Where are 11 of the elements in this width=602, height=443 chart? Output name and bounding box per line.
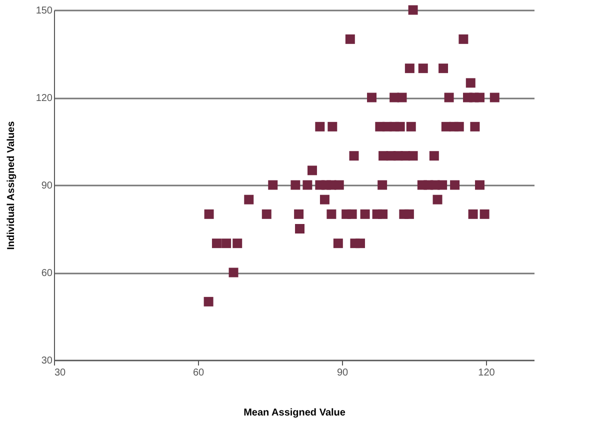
- y-tick-label: 30: [41, 356, 53, 366]
- y-tick-label: 60: [41, 268, 53, 279]
- x-tick-label: 30: [54, 368, 66, 378]
- x-tick-label: 90: [336, 368, 348, 378]
- x-tick-label: 60: [192, 368, 204, 378]
- y-axis-title: Individual Assigned Values: [6, 120, 17, 250]
- x-axis-title: Mean Assigned Value: [244, 408, 346, 418]
- y-tick-label: 150: [36, 6, 53, 16]
- y-tick-label: 90: [41, 180, 53, 192]
- x-tick-label: 120: [478, 368, 496, 378]
- y-tick-label: 120: [36, 93, 53, 104]
